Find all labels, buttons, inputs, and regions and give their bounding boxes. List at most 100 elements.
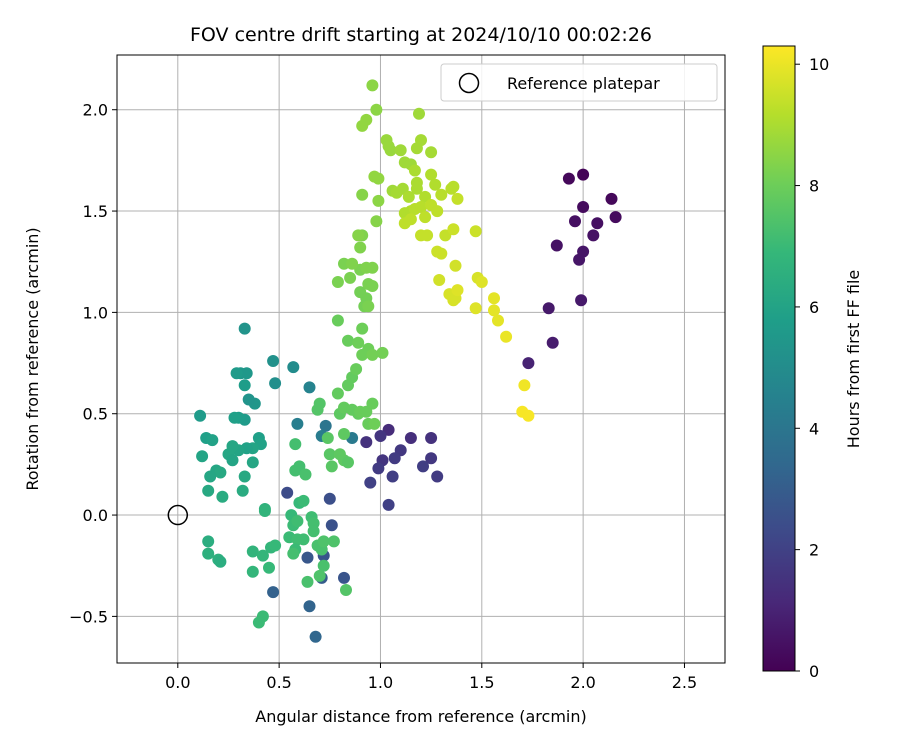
- data-point: [309, 630, 322, 643]
- data-point: [238, 470, 251, 483]
- data-point: [206, 434, 219, 447]
- plot-frame: [116, 54, 726, 664]
- data-point: [352, 336, 365, 349]
- data-point: [386, 470, 399, 483]
- colorbar-tick-label: 6: [809, 298, 819, 317]
- data-point: [364, 476, 377, 489]
- data-point: [256, 549, 269, 562]
- colorbar-tick-label: 4: [809, 419, 819, 438]
- data-point: [287, 547, 300, 560]
- data-point: [435, 188, 448, 201]
- chart-title: FOV centre drift starting at 2024/10/10 …: [190, 24, 652, 46]
- data-point: [488, 292, 500, 305]
- data-point: [356, 188, 369, 201]
- data-point: [384, 144, 397, 157]
- data-point: [291, 515, 304, 528]
- data-point: [338, 571, 350, 584]
- data-point: [297, 494, 310, 507]
- data-point: [382, 498, 395, 511]
- x-tick-label: 2.0: [570, 673, 595, 692]
- data-point: [226, 454, 239, 467]
- data-point: [575, 294, 588, 307]
- data-point: [372, 462, 385, 475]
- data-point: [352, 229, 365, 242]
- data-point: [202, 547, 215, 560]
- data-point: [562, 172, 575, 185]
- data-point: [408, 164, 421, 177]
- data-point: [425, 146, 438, 159]
- data-point: [415, 134, 427, 147]
- data-point: [344, 271, 357, 284]
- axis-ticks: 0.0 0.5 1.0 1.5 2.0 2.5 −0.5 0.0 0.5 1.0 1.5 2.0: [69, 101, 697, 692]
- data-point: [447, 223, 460, 236]
- data-point: [429, 178, 442, 191]
- data-point: [372, 172, 385, 185]
- data-point: [325, 519, 338, 532]
- data-point: [356, 322, 369, 335]
- colorbar-tick-label: 10: [809, 55, 829, 74]
- data-point: [370, 215, 383, 228]
- data-point: [449, 259, 462, 272]
- data-point: [372, 194, 385, 207]
- data-point: [376, 346, 389, 359]
- data-point: [230, 367, 243, 380]
- data-point: [421, 229, 434, 242]
- data-point: [331, 276, 344, 288]
- x-tick-label: 2.5: [672, 673, 697, 692]
- data-point: [425, 452, 438, 465]
- data-point: [258, 505, 271, 517]
- data-point: [431, 205, 444, 218]
- data-point: [303, 381, 316, 394]
- data-point: [577, 201, 590, 213]
- data-point: [228, 411, 241, 424]
- data-point: [569, 215, 581, 228]
- data-point: [447, 180, 460, 193]
- data-point: [303, 600, 316, 613]
- colorbar: 0 2 4 6 8 10 Hours from first FF file: [762, 45, 863, 681]
- x-tick-label: 0.5: [266, 673, 291, 692]
- data-point: [469, 302, 482, 315]
- data-point: [238, 379, 251, 392]
- data-point: [469, 225, 482, 238]
- data-point: [492, 314, 504, 327]
- data-point: [331, 314, 344, 327]
- data-point: [214, 466, 227, 479]
- data-point: [342, 334, 354, 347]
- data-point: [289, 438, 302, 451]
- data-point: [366, 79, 379, 92]
- data-point: [204, 470, 217, 483]
- data-point: [550, 239, 563, 252]
- data-point: [242, 393, 255, 406]
- data-point: [252, 616, 265, 629]
- x-axis-label: Angular distance from reference (arcmin): [255, 707, 586, 726]
- data-point: [488, 304, 500, 317]
- data-point: [202, 484, 215, 497]
- data-point: [263, 561, 275, 574]
- data-point: [404, 213, 417, 226]
- data-point: [370, 103, 383, 116]
- data-point: [338, 428, 350, 440]
- data-point: [522, 409, 535, 422]
- data-point: [307, 525, 320, 538]
- data-point: [246, 565, 259, 578]
- legend: Reference platepar: [440, 63, 718, 102]
- data-point: [269, 377, 282, 390]
- data-point: [451, 192, 464, 205]
- x-tick-label: 1.5: [469, 673, 494, 692]
- data-point: [419, 211, 432, 224]
- data-point: [360, 436, 373, 449]
- x-tick-label: 0.0: [165, 673, 190, 692]
- data-point: [287, 361, 300, 374]
- data-point: [368, 417, 381, 430]
- data-point: [317, 535, 330, 548]
- data-point: [236, 484, 249, 497]
- data-point: [354, 241, 367, 254]
- data-point: [313, 569, 326, 582]
- legend-reference-marker: [458, 72, 480, 94]
- data-point: [609, 211, 622, 224]
- colorbar-tick-label: 0: [809, 662, 819, 681]
- data-point: [425, 168, 438, 181]
- data-point: [246, 456, 259, 469]
- data-point: [238, 322, 251, 335]
- y-tick-label: 0.0: [83, 506, 108, 525]
